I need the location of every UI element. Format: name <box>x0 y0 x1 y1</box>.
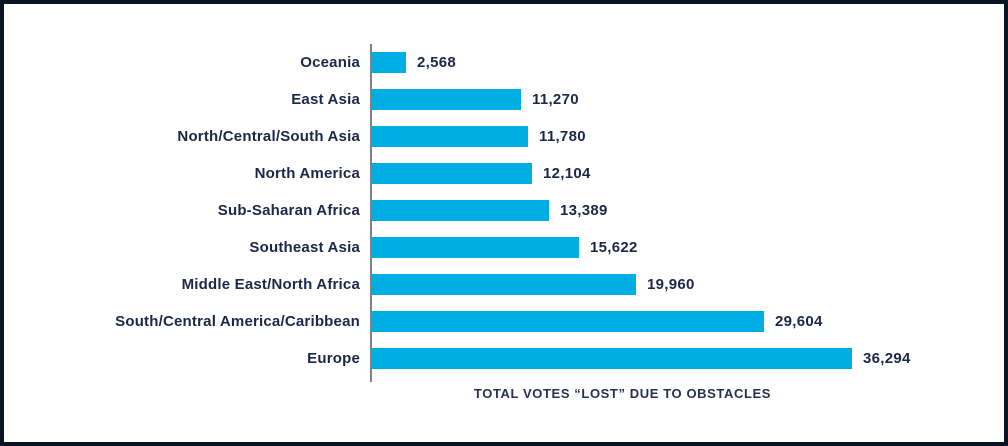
value-label: 11,780 <box>539 128 586 145</box>
value-label: 19,960 <box>647 276 695 293</box>
bar-europe <box>372 348 852 369</box>
category-label: Middle East/North Africa <box>181 276 360 293</box>
bar-area: 29,604 <box>370 303 1004 340</box>
category-label: Europe <box>307 350 360 367</box>
x-axis-title: TOTAL VOTES “LOST” DUE TO OBSTACLES <box>473 386 772 401</box>
bar-area: 11,270 <box>370 81 1004 118</box>
chart-rows: Oceania 2,568 East Asia 11,270 North/Central… <box>4 44 1004 377</box>
bar-chart: Oceania 2,568 East Asia 11,270 North/Central… <box>4 44 1004 401</box>
category-label: North/Central/South Asia <box>177 128 360 145</box>
category-label: South/Central America/Caribbean <box>115 313 360 330</box>
value-label: 36,294 <box>863 350 911 367</box>
chart-row: Sub-Saharan Africa 13,389 <box>4 192 1004 229</box>
bar-middle-east-north-africa <box>372 274 636 295</box>
value-label: 11,270 <box>532 91 579 108</box>
value-label: 13,389 <box>560 202 608 219</box>
chart-row: Middle East/North Africa 19,960 <box>4 266 1004 303</box>
bar-area: 13,389 <box>370 192 1004 229</box>
bar-east-asia <box>372 89 521 110</box>
category-label: East Asia <box>291 91 360 108</box>
chart-row: North America 12,104 <box>4 155 1004 192</box>
chart-row: North/Central/South Asia 11,780 <box>4 118 1004 155</box>
chart-row: East Asia 11,270 <box>4 81 1004 118</box>
bar-sub-saharan-africa <box>372 200 549 221</box>
bar-north-america <box>372 163 532 184</box>
category-label: Oceania <box>300 54 360 71</box>
y-axis-line <box>370 44 372 382</box>
chart-row: Europe 36,294 <box>4 340 1004 377</box>
category-label: Sub-Saharan Africa <box>217 202 360 219</box>
chart-row: Southeast Asia 15,622 <box>4 229 1004 266</box>
value-label: 15,622 <box>590 239 638 256</box>
bar-area: 36,294 <box>370 340 1004 377</box>
chart-row: South/Central America/Caribbean 29,604 <box>4 303 1004 340</box>
chart-row: Oceania 2,568 <box>4 44 1004 81</box>
value-label: 2,568 <box>417 54 457 71</box>
bar-area: 12,104 <box>370 155 1004 192</box>
bar-south-central-america-caribbean <box>372 311 764 332</box>
value-label: 29,604 <box>775 313 823 330</box>
category-label: Southeast Asia <box>249 239 360 256</box>
bar-north-central-south-asia <box>372 126 528 147</box>
bar-area: 19,960 <box>370 266 1004 303</box>
bar-oceania <box>372 52 406 73</box>
bar-southeast-asia <box>372 237 579 258</box>
bar-area: 2,568 <box>370 44 1004 81</box>
bar-area: 11,780 <box>370 118 1004 155</box>
category-label: North America <box>254 165 360 182</box>
bar-area: 15,622 <box>370 229 1004 266</box>
value-label: 12,104 <box>543 165 591 182</box>
